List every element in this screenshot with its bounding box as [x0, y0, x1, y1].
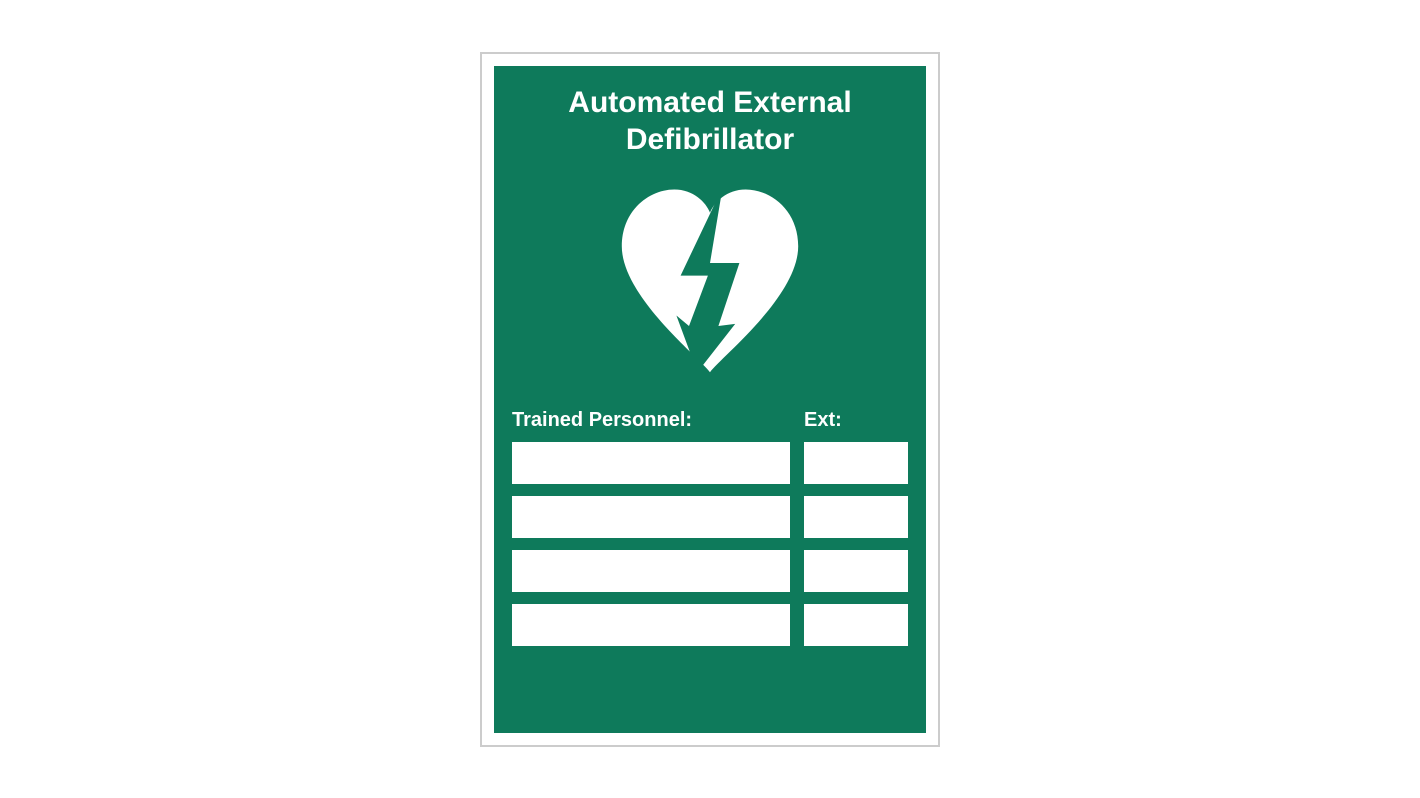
personnel-cell — [512, 604, 790, 646]
personnel-row — [512, 442, 908, 484]
personnel-rows — [512, 442, 908, 646]
sign-panel: Automated External Defibrillator Trained… — [494, 66, 926, 733]
personnel-cell — [512, 496, 790, 538]
label-ext: Ext: — [804, 409, 908, 432]
personnel-cell — [512, 550, 790, 592]
personnel-row — [512, 496, 908, 538]
ext-cell — [804, 442, 908, 484]
title-line-1: Automated External — [568, 86, 851, 119]
aed-icon-wrap — [512, 179, 908, 389]
ext-cell — [804, 604, 908, 646]
aed-heart-bolt-icon — [605, 179, 815, 389]
title-line-2: Defibrillator — [626, 123, 794, 156]
sign-title: Automated External Defibrillator — [512, 84, 908, 159]
ext-cell — [804, 550, 908, 592]
ext-cell — [804, 496, 908, 538]
aed-sign: Automated External Defibrillator Trained… — [480, 52, 940, 747]
labels-row: Trained Personnel: Ext: — [512, 409, 908, 432]
label-trained-personnel: Trained Personnel: — [512, 409, 790, 432]
personnel-row — [512, 550, 908, 592]
personnel-cell — [512, 442, 790, 484]
personnel-row — [512, 604, 908, 646]
